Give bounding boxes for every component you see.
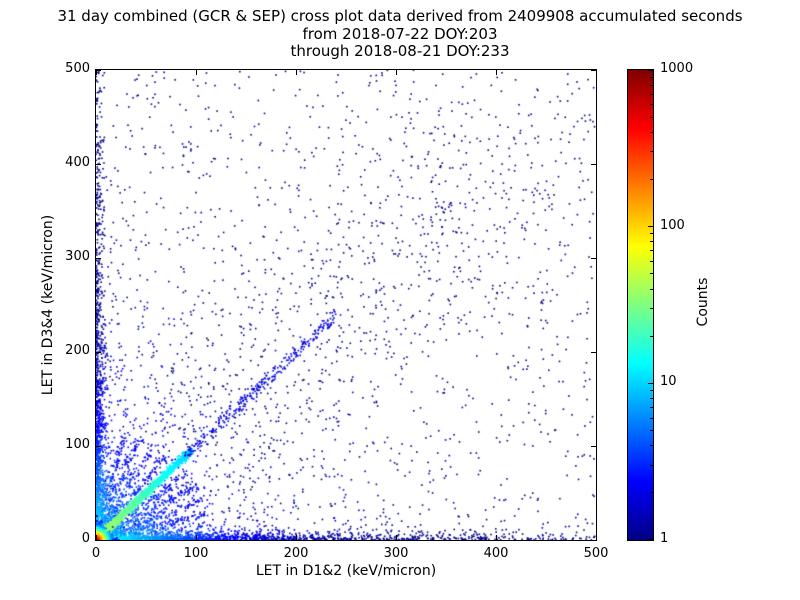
colorbar-tick-mark [648,70,653,71]
y-tick-mark-right [591,163,596,165]
colorbar-minor-tick-mark [650,492,653,494]
colorbar-minor-tick-mark [650,233,653,235]
x-tick-label: 200 [283,546,309,561]
x-tick-mark [95,535,97,540]
x-tick-mark [195,535,197,540]
x-tick-mark [295,535,297,540]
y-tick-mark [96,163,101,165]
y-tick-label: 400 [65,155,90,170]
colorbar-minor-tick-mark [650,179,653,180]
colorbar-minor-tick-mark [650,407,653,409]
x-tick-mark-top [595,70,597,75]
colorbar-minor-tick-mark [650,288,653,290]
plot-title-line-1: 31 day combined (GCR & SEP) cross plot d… [57,7,743,25]
y-tick-mark [96,257,101,259]
colorbar-minor-tick-mark [650,131,653,133]
colorbar-minor-tick-mark [650,464,653,466]
y-tick-mark [96,69,101,71]
colorbar-minor-tick-mark [650,445,653,447]
y-tick-mark [96,351,101,353]
x-tick-label: 300 [383,546,409,561]
colorbar-tick-label: 1000 [660,61,694,76]
colorbar-minor-tick-mark [650,104,653,106]
colorbar-minor-tick-mark [650,398,653,400]
x-tick-mark-top [195,70,197,75]
plot-title-line-2: from 2018-07-22 DOY:203 [302,25,498,43]
x-tick-mark [495,535,497,540]
colorbar-minor-tick-mark [650,335,653,337]
y-tick-label: 0 [81,531,90,546]
y-tick-label: 500 [65,61,90,76]
colorbar-minor-tick-mark [650,93,653,95]
y-tick-label: 200 [65,343,90,358]
plot-title-line-3: through 2018-08-21 DOY:233 [290,42,510,60]
colorbar-gradient [628,70,653,540]
x-tick-mark-top [95,70,97,75]
colorbar-minor-tick-mark [650,260,653,262]
colorbar-minor-tick-mark [650,84,653,86]
y-tick-mark-right [591,539,596,541]
colorbar-minor-tick-mark [650,76,653,78]
colorbar-tick-mark [648,539,653,540]
x-tick-label: 500 [583,546,609,561]
colorbar-minor-tick-mark [650,116,653,118]
colorbar-minor-tick-mark [650,308,653,310]
y-tick-mark-right [591,69,596,71]
y-tick-mark [96,539,101,541]
y-tick-mark-right [591,257,596,259]
colorbar-tick-mark [648,382,653,384]
x-tick-mark-top [295,70,297,75]
colorbar-minor-tick-mark [650,417,653,419]
y-axis-label: LET in D3&4 (keV/micron) [40,214,56,396]
x-tick-label: 0 [91,546,101,561]
y-tick-label: 100 [65,437,90,452]
x-tick-mark [595,535,597,540]
colorbar-minor-tick-mark [650,241,653,243]
y-tick-mark-right [591,445,596,447]
x-axis-label: LET in D1&2 (keV/micron) [255,563,437,579]
colorbar-tick-label: 100 [660,217,685,233]
colorbar-minor-tick-mark [650,250,653,252]
colorbar-tick-mark [648,226,653,228]
colorbar-tick-label: 10 [660,374,677,390]
colorbar-minor-tick-mark [650,151,653,153]
y-tick-mark [96,445,101,447]
colorbar-minor-tick-mark [650,273,653,275]
colorbar-minor-tick-mark [650,429,653,431]
x-tick-mark [395,535,397,540]
colorbar-label: Counts [695,277,711,327]
x-tick-label: 100 [183,546,209,561]
x-tick-label: 400 [483,546,509,561]
colorbar-minor-tick-mark [650,390,653,391]
plot-area [95,69,597,541]
y-tick-mark-right [591,351,596,353]
colorbar [627,69,654,541]
x-tick-mark-top [495,70,497,75]
colorbar-tick-label: 1 [660,531,669,546]
scatter-canvas [96,70,596,540]
x-tick-mark-top [395,70,397,75]
y-tick-label: 300 [65,249,90,264]
